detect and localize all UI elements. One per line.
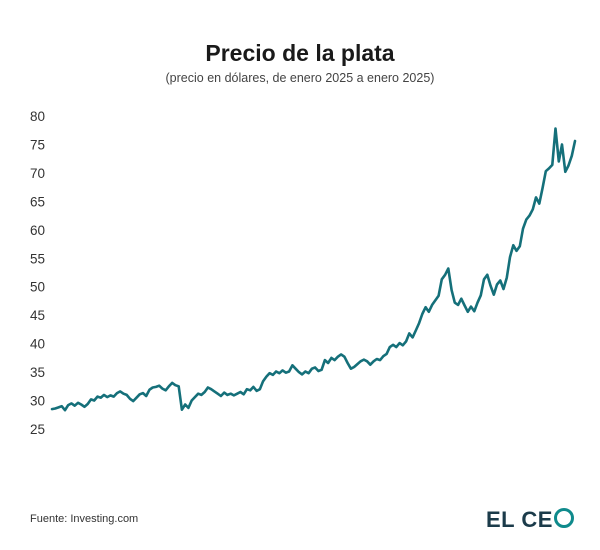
y-tick-label: 45: [30, 308, 45, 323]
series-group: [50, 127, 577, 412]
ring-o-icon: [553, 508, 574, 528]
y-tick-label: 80: [30, 109, 45, 124]
y-tick-label: 35: [30, 365, 45, 380]
y-tick-label: 50: [30, 280, 45, 295]
y-tick-label: 65: [30, 194, 45, 209]
silver-price-chart: 80 75 70 65 60 55 50 45 40 35 30 25: [30, 109, 577, 437]
y-tick-label: 30: [30, 394, 45, 409]
y-tick-label: 60: [30, 223, 45, 238]
y-tick-label: 75: [30, 137, 45, 152]
el-ceo-logo: EL CE: [486, 507, 574, 533]
y-tick-label: 40: [30, 337, 45, 352]
chart-subtitle: (precio en dólares, de enero 2025 a ener…: [165, 71, 435, 85]
series-line-0: [50, 127, 577, 412]
y-axis: 80 75 70 65 60 55 50 45 40 35 30 25: [30, 109, 45, 437]
y-tick-label: 70: [30, 166, 45, 181]
y-tick-label: 25: [30, 422, 45, 437]
chart-title: Precio de la plata: [205, 40, 395, 66]
source-note: Fuente: Investing.com: [30, 513, 139, 525]
y-tick-label: 55: [30, 251, 45, 266]
logo-text: EL CE: [486, 507, 553, 532]
